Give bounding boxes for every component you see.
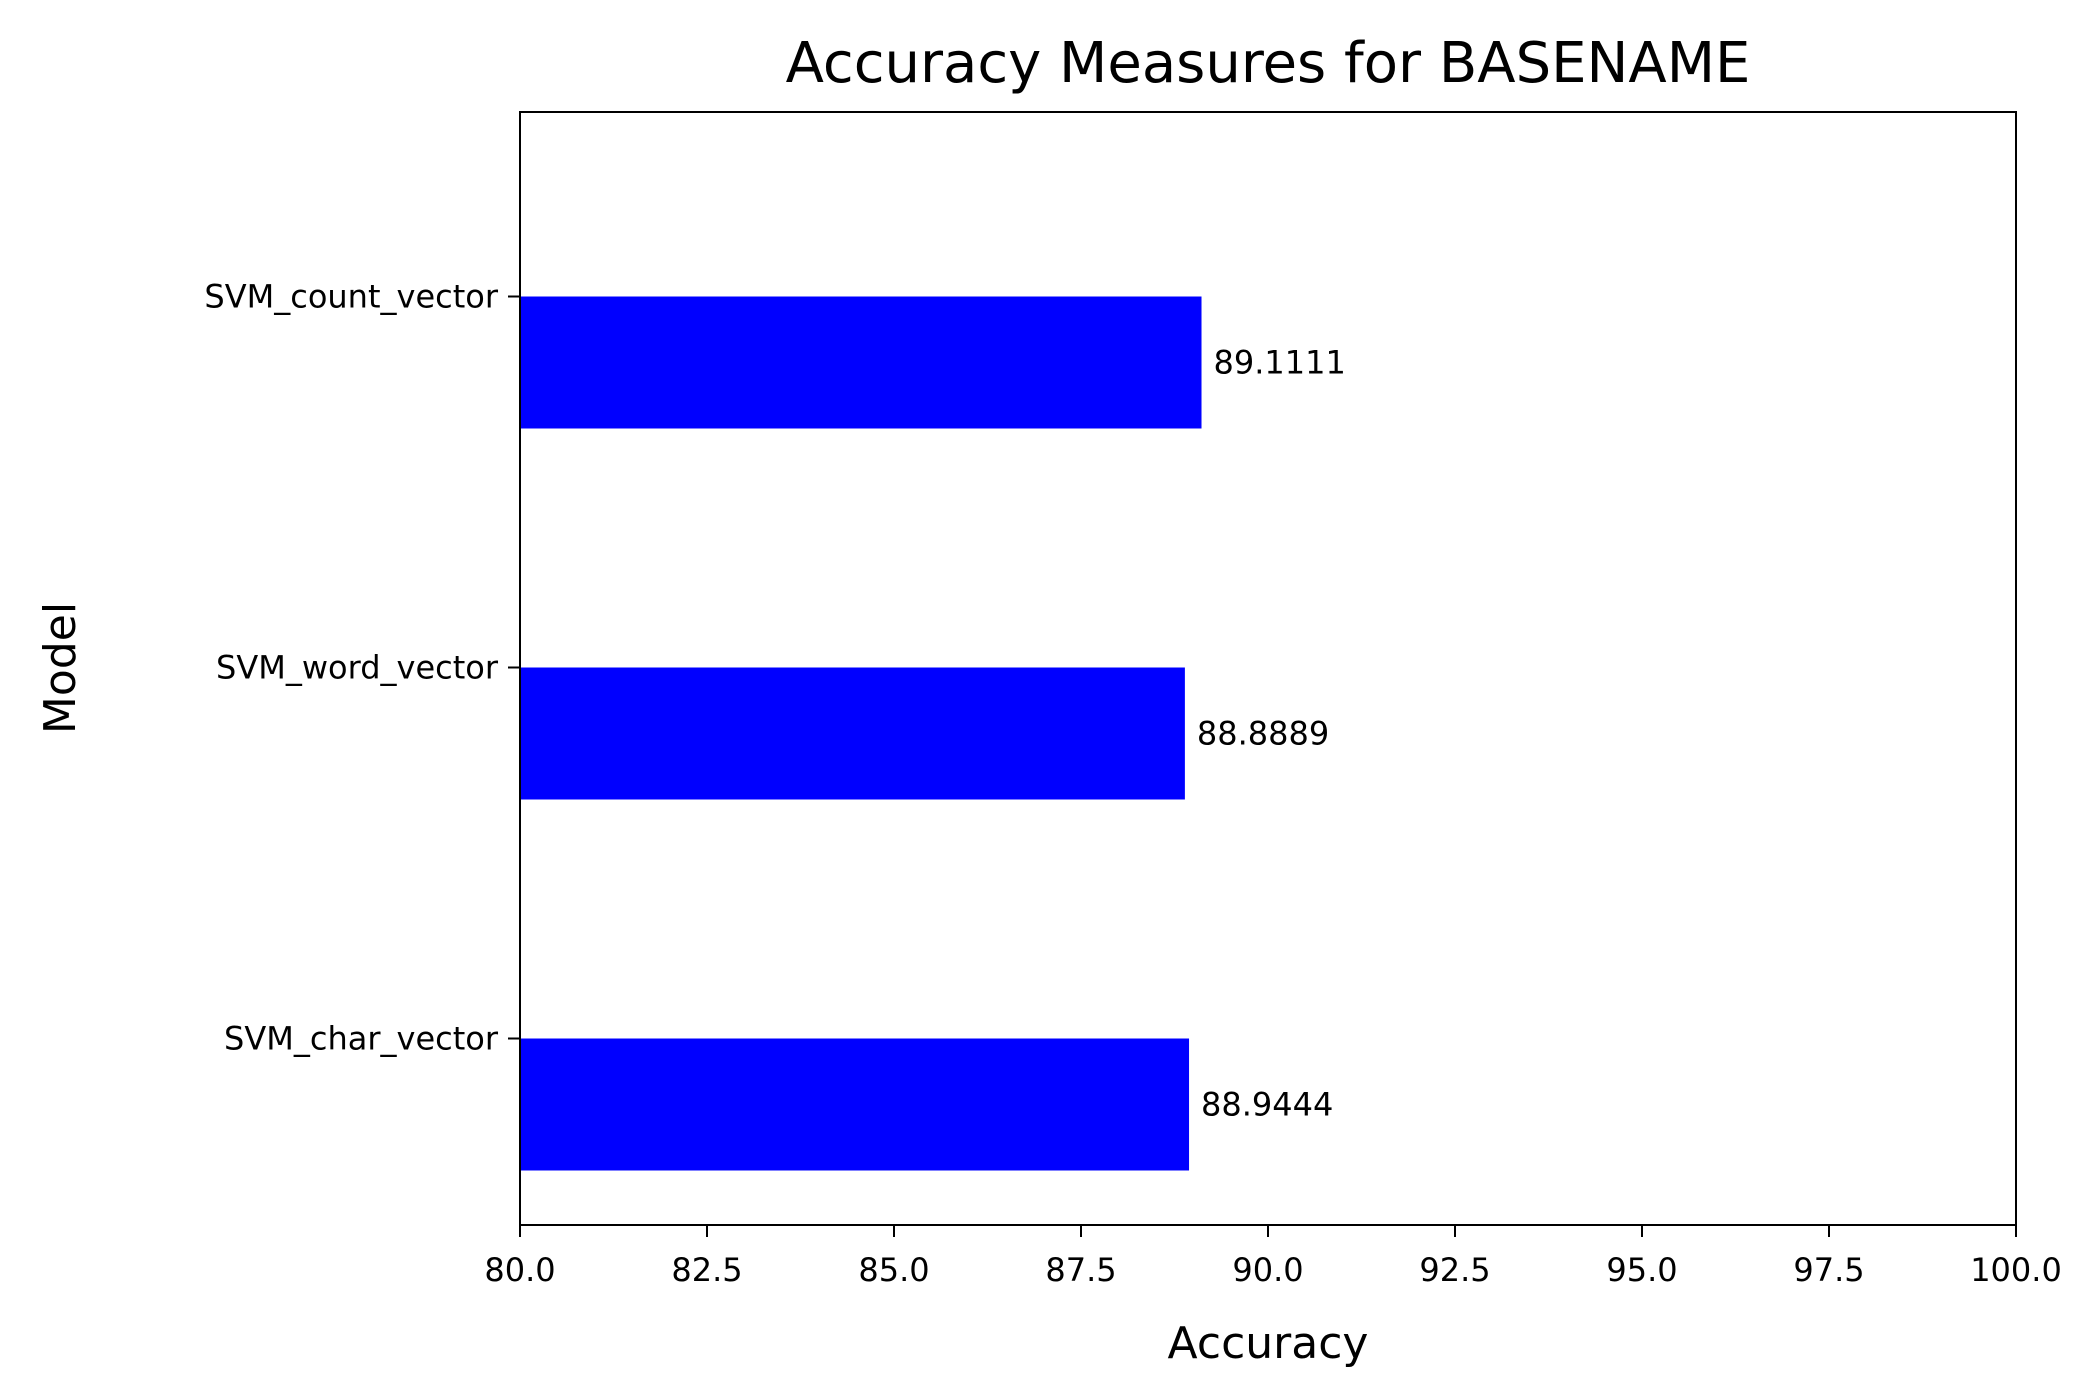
bar-value-label: 88.9444 [1201,1086,1333,1124]
x-tick-label: 95.0 [1606,1251,1677,1289]
y-tick-label: SVM_char_vector [224,1020,499,1058]
plot-area: 89.1111 88.8889 88.9444 [520,296,1346,1171]
y-axis-label: Model [35,602,86,734]
x-tick-label: 85.0 [858,1251,929,1289]
x-tick-label: 90.0 [1232,1251,1303,1289]
x-tick-label: 82.5 [671,1251,742,1289]
x-tick-label: 87.5 [1045,1251,1116,1289]
bar [520,1038,1190,1171]
chart-title: Accuracy Measures for BASENAME [786,31,1751,96]
x-tick-label: 80.0 [484,1251,555,1289]
y-tick-label: SVM_count_vector [204,278,498,316]
bar-value-label: 89.1111 [1214,344,1346,382]
x-tick-label: 100.0 [1970,1251,2062,1289]
x-axis-label: Accuracy [1168,1318,1369,1369]
bar [520,296,1202,429]
bar [520,667,1185,800]
x-tick-label: 97.5 [1793,1251,1864,1289]
axis-ticks: SVM_count_vector SVM_word_vector SVM_char_… [204,278,2061,1290]
bar-value-label: 88.8889 [1197,715,1329,753]
x-tick-label: 92.5 [1419,1251,1490,1289]
y-tick-label: SVM_word_vector [216,649,499,687]
